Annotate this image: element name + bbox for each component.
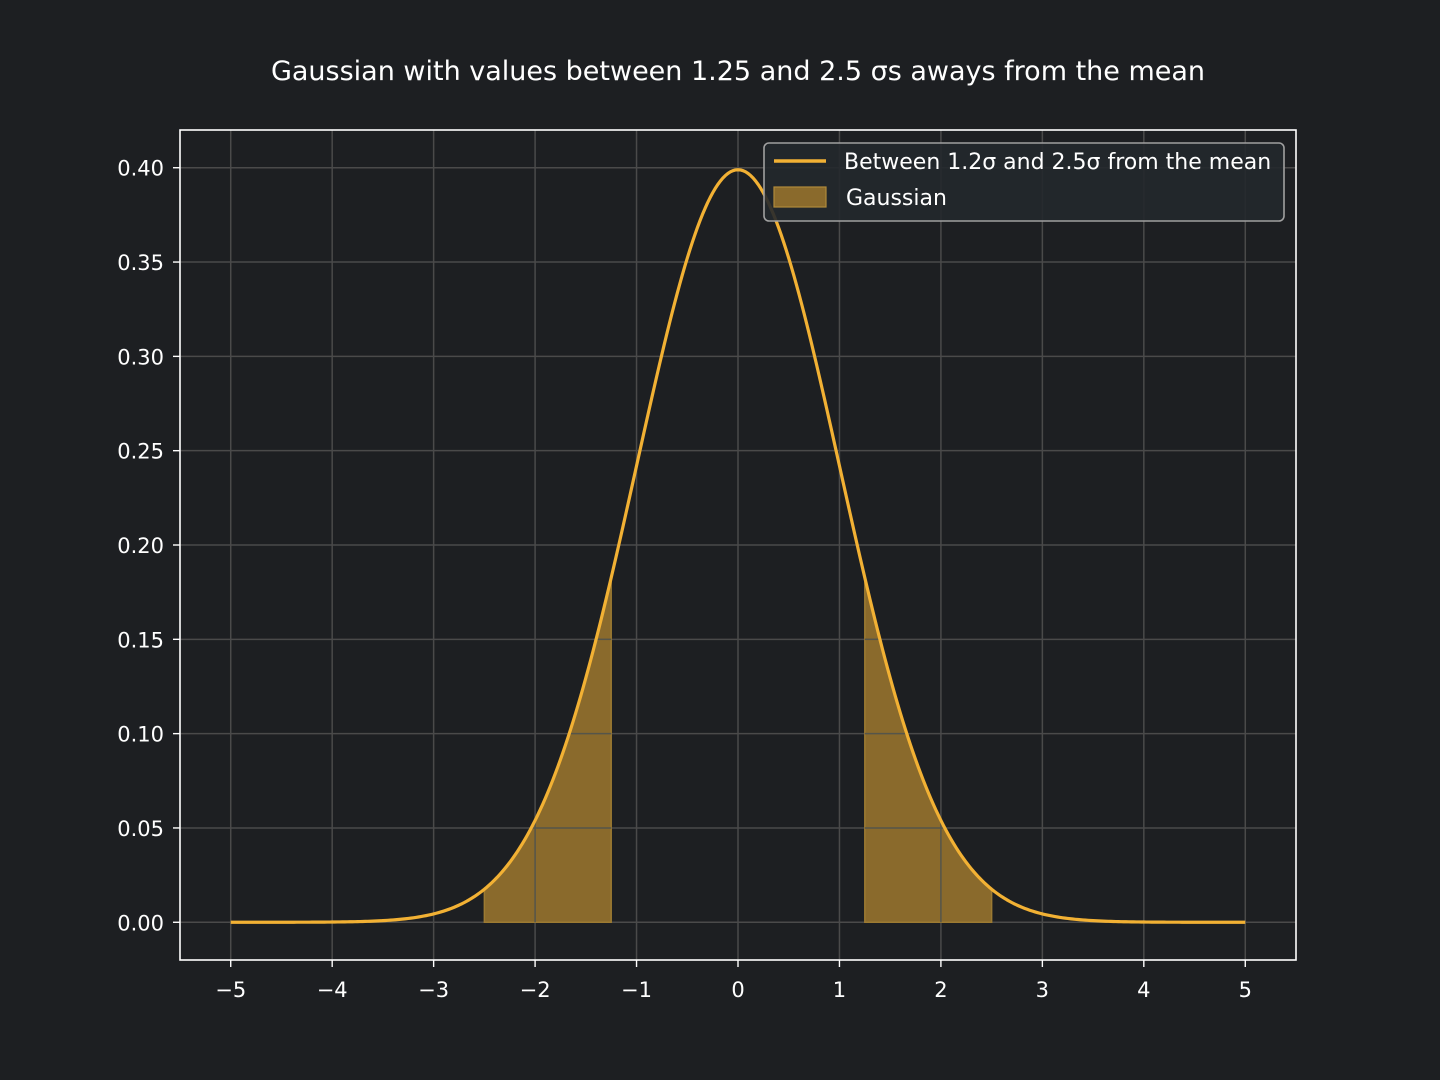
legend-fill-swatch <box>773 186 827 208</box>
x-tick-label-3: −2 <box>520 978 551 1002</box>
y-tick-label-0: 0.00 <box>117 911 164 935</box>
x-tick-label-2: −3 <box>418 978 449 1002</box>
y-tick-label-8: 0.40 <box>117 157 164 181</box>
grid <box>180 130 1296 960</box>
y-tick-label-4: 0.20 <box>117 534 164 558</box>
legend: Between 1.2σ and 2.5σ from the mean Gaus… <box>763 142 1285 222</box>
y-tick-label-5: 0.25 <box>117 440 164 464</box>
y-tick-label-1: 0.05 <box>117 817 164 841</box>
x-tick-label-6: 1 <box>833 978 846 1002</box>
y-tick-label-7: 0.35 <box>117 251 164 275</box>
x-tick-label-8: 3 <box>1036 978 1049 1002</box>
y-tick-label-3: 0.15 <box>117 628 164 652</box>
fill-grid-overlay <box>531 638 945 923</box>
x-tick-label-10: 5 <box>1239 978 1252 1002</box>
gaussian-curve <box>230 168 1246 924</box>
legend-box <box>763 142 1285 222</box>
x-axis-ticks: −5 −4 −3 −2 −1 0 1 2 3 4 5 <box>215 960 1252 1002</box>
x-tick-label-1: −4 <box>317 978 348 1002</box>
y-axis-ticks: 0.00 0.05 0.10 0.15 0.20 0.25 0.30 0.35 0.40 <box>117 157 180 935</box>
x-tick-label-4: −1 <box>621 978 652 1002</box>
x-tick-label-7: 2 <box>934 978 947 1002</box>
x-tick-label-0: −5 <box>215 978 246 1002</box>
legend-label-fill: Gaussian <box>846 186 947 211</box>
x-tick-label-9: 4 <box>1137 978 1150 1002</box>
chart-title: Gaussian with values between 1.25 and 2.… <box>271 56 1205 87</box>
x-tick-label-5: 0 <box>731 978 744 1002</box>
y-tick-label-6: 0.30 <box>117 345 164 369</box>
y-tick-label-2: 0.10 <box>117 723 164 747</box>
gaussian-line <box>230 168 1246 924</box>
legend-label-line: Between 1.2σ and 2.5σ from the mean <box>844 150 1271 175</box>
